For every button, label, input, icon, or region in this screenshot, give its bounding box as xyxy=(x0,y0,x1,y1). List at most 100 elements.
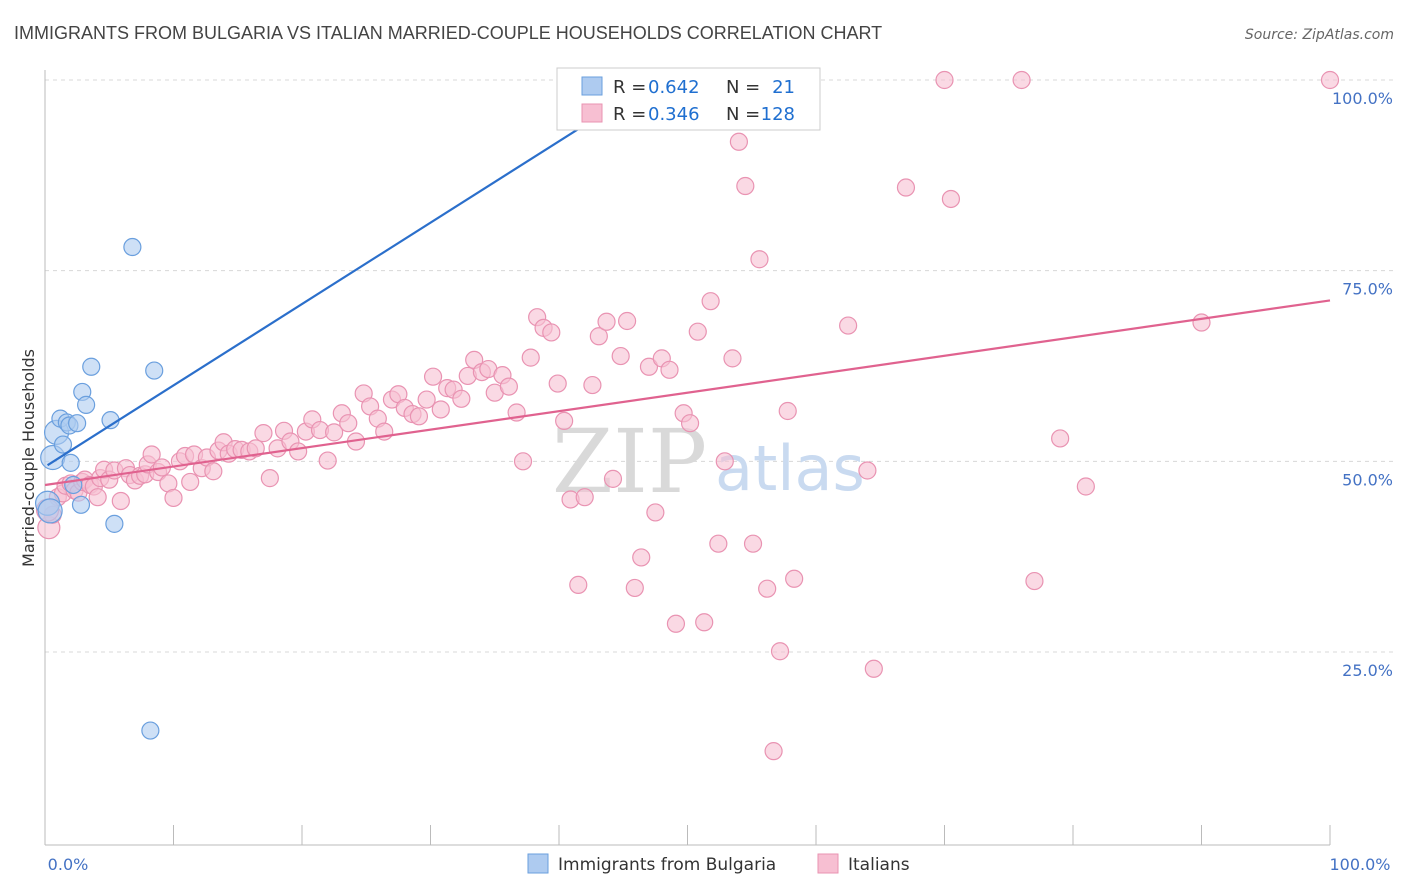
point-italians xyxy=(555,411,574,431)
stats-legend: R = 0.642 N = 21 R = 0.346 N = 128 xyxy=(556,67,821,131)
point-italians xyxy=(723,349,742,368)
point-italians xyxy=(246,439,265,458)
point-bulgaria xyxy=(68,414,87,433)
point-italians xyxy=(646,503,665,522)
point-italians xyxy=(758,579,777,598)
point-bulgaria xyxy=(123,237,142,257)
trend-line-bulgaria xyxy=(46,75,663,467)
y-tick-labels: 25.0% 50.0% 75.0% 100.0% xyxy=(1332,89,1393,680)
point-italians xyxy=(339,414,358,433)
point-italians xyxy=(548,374,567,393)
y-tick-label: 75.0% xyxy=(1342,280,1393,299)
series-legend-swatch-italians xyxy=(817,853,839,874)
point-italians xyxy=(639,357,659,376)
point-italians xyxy=(1025,571,1044,591)
watermark-atlas: atlas xyxy=(715,432,865,505)
point-italians xyxy=(603,469,623,488)
point-italians xyxy=(695,613,714,632)
point-italians xyxy=(764,742,783,761)
point-bulgaria xyxy=(61,453,80,472)
point-italians xyxy=(583,375,602,395)
point-bulgaria xyxy=(82,357,101,376)
stats-r-value-blue: 0.642 xyxy=(648,77,700,98)
point-italians xyxy=(666,614,686,633)
point-italians xyxy=(1192,313,1211,332)
x-tick-label-min: 0.0% xyxy=(48,855,89,874)
x-ticks xyxy=(44,825,1331,845)
point-italians xyxy=(542,323,561,342)
point-italians xyxy=(513,452,533,471)
point-italians xyxy=(660,360,679,379)
point-bulgaria xyxy=(77,395,96,414)
point-italians xyxy=(896,178,916,197)
point-italians xyxy=(499,377,518,396)
point-italians xyxy=(1051,429,1070,448)
point-italians xyxy=(589,327,608,346)
point-italians xyxy=(111,491,130,511)
point-italians xyxy=(597,312,616,331)
point-bulgaria xyxy=(145,361,164,380)
point-italians xyxy=(611,346,630,366)
point-italians xyxy=(715,452,734,471)
stats-n-label-blue: N = xyxy=(726,77,760,98)
point-italians xyxy=(204,462,223,481)
watermark: ZIP atlas xyxy=(552,410,865,513)
point-italians xyxy=(632,548,651,567)
point-italians xyxy=(417,390,436,409)
stats-n-value-blue: 21 xyxy=(772,77,795,98)
point-italians xyxy=(858,461,877,480)
point-italians xyxy=(423,367,443,386)
point-italians xyxy=(701,292,720,311)
x-tick-label-max: 100.0% xyxy=(1329,855,1390,874)
point-italians xyxy=(254,424,273,443)
series-legend-label-italians: Italians xyxy=(848,855,910,875)
point-italians xyxy=(260,469,279,488)
point-bulgaria xyxy=(105,514,124,533)
stats-legend-swatch-pink xyxy=(581,103,603,123)
point-italians xyxy=(625,578,644,598)
point-bulgaria xyxy=(53,435,73,454)
point-italians xyxy=(770,642,790,661)
stats-r-label-blue: R = xyxy=(613,77,646,98)
point-italians xyxy=(785,569,804,588)
stats-r-value-pink: 0.346 xyxy=(648,104,700,125)
point-italians xyxy=(569,575,588,594)
point-italians xyxy=(688,322,707,341)
y-tick-label: 100.0% xyxy=(1332,89,1393,108)
point-italians xyxy=(289,442,308,461)
point-italians xyxy=(709,534,728,553)
point-italians xyxy=(743,534,763,553)
point-italians xyxy=(736,176,755,196)
point-italians xyxy=(935,70,954,90)
stats-n-value-pink: 128 xyxy=(761,104,795,125)
series-legend: Immigrants from Bulgaria Italians xyxy=(527,853,910,875)
point-italians xyxy=(181,472,200,492)
point-italians xyxy=(778,401,797,421)
point-italians xyxy=(142,445,161,464)
point-italians xyxy=(325,423,344,442)
trend-line-italians xyxy=(44,299,1331,487)
y-axis-label: Married-couple Households xyxy=(19,349,38,567)
point-italians xyxy=(1012,70,1031,90)
series-legend-swatch-bulgaria xyxy=(527,853,549,874)
point-italians xyxy=(750,250,769,269)
point-italians xyxy=(729,132,749,151)
point-italians xyxy=(839,316,858,335)
point-bulgaria xyxy=(71,495,91,514)
y-tick-label: 25.0% xyxy=(1342,661,1393,680)
stats-legend-swatch-blue xyxy=(581,76,603,96)
series-legend-label-bulgaria: Immigrants from Bulgaria xyxy=(558,855,776,875)
point-italians xyxy=(318,451,337,470)
trend-lines xyxy=(44,75,1331,487)
chart-source: Source: ZipAtlas.com xyxy=(1245,27,1394,43)
stats-r-label-pink: R = xyxy=(613,104,646,125)
point-italians xyxy=(864,659,883,678)
point-italians xyxy=(1320,70,1340,90)
stats-n-label-pink: N = xyxy=(726,104,760,125)
point-italians xyxy=(521,348,540,367)
point-italians xyxy=(88,488,107,507)
point-italians xyxy=(409,407,429,426)
point-italians xyxy=(941,189,961,209)
point-bulgaria xyxy=(37,498,63,524)
grid-lines xyxy=(45,79,1395,653)
